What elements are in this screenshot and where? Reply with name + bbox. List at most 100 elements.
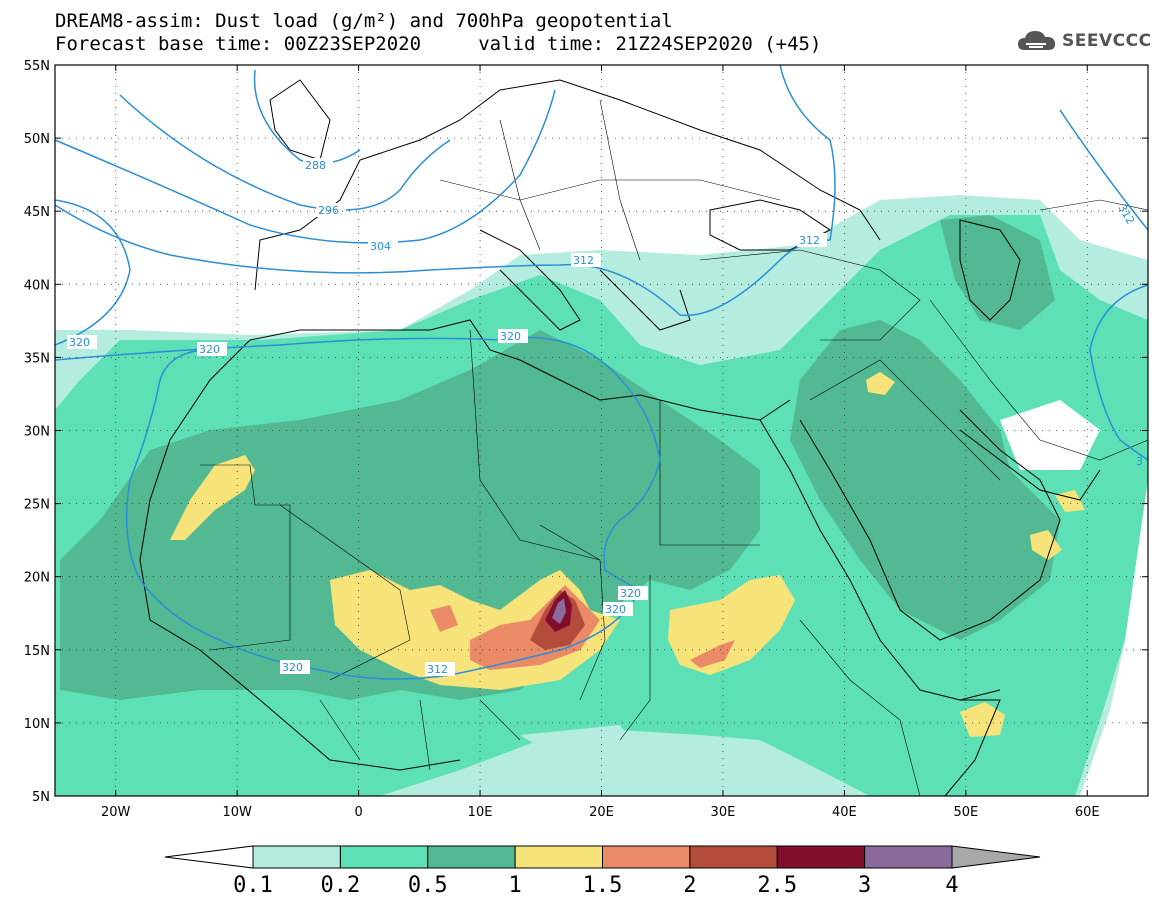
coast-red-sea <box>759 419 1001 701</box>
contour-label-box <box>603 602 633 616</box>
coast-north-africa <box>249 319 791 421</box>
lat-tick-label: 10N <box>24 717 50 732</box>
border-mauritania <box>200 464 291 651</box>
clear-patch-arabia <box>1000 400 1100 470</box>
cloud-logo-icon <box>1018 31 1056 50</box>
colorbar-segment <box>776 845 866 869</box>
coast-persian-gulf <box>959 429 1101 501</box>
dust-region-0.5-arabia <box>790 320 1060 640</box>
colorbar-level-label: 0.1 <box>233 873 273 898</box>
dust-region-1.5-west <box>430 605 458 632</box>
contour-label-296: 296 <box>318 204 339 217</box>
coast-caspian <box>959 219 1021 321</box>
contour-label-320-f: 320 <box>282 661 303 674</box>
border-niger-chad <box>539 524 606 701</box>
colorbar-segment <box>252 845 341 869</box>
lon-tick-label: 30E <box>711 805 736 820</box>
lon-tick-label: 60E <box>1075 805 1100 820</box>
dust-region-1.5-sudan <box>690 640 735 668</box>
coast-europe <box>254 79 881 291</box>
coast-greece <box>599 269 691 331</box>
border-mali-niger <box>279 504 411 681</box>
contour-288 <box>253 69 361 165</box>
lat-tick-label: 5N <box>32 790 50 805</box>
border-saudi-iraq <box>809 359 1001 481</box>
lon-tick-label: 20E <box>589 805 614 820</box>
seevccc-logo: SEEVCCC <box>1016 28 1152 54</box>
colorbar-level-label: 4 <box>945 873 958 898</box>
contour-label-312-a: 312 <box>573 254 594 267</box>
contour-label-320-a: 320 <box>69 336 90 349</box>
contour-label-320-g: 312 <box>427 663 448 676</box>
colorbar-under-triangle <box>164 845 254 869</box>
dust-region-1-somalia <box>960 702 1005 737</box>
lat-tick-label: 15N <box>24 644 50 659</box>
contour-312 <box>55 65 836 317</box>
contour-label-box <box>368 239 398 253</box>
colorbar-segment <box>339 845 429 869</box>
coast-horn-africa <box>944 699 1001 796</box>
dust-region-1-oman <box>1030 530 1062 560</box>
border-kazakh <box>1039 199 1148 211</box>
lat-tick-label: 55N <box>24 59 50 74</box>
clear-patch-central-africa <box>520 725 640 760</box>
border-algeria-libya <box>469 329 601 561</box>
lat-tick-label: 40N <box>24 278 50 293</box>
coast-west-africa <box>139 339 461 771</box>
contour-label-box <box>498 329 528 343</box>
border-europe-2 <box>499 119 541 251</box>
colorbar-segment <box>689 845 778 869</box>
map-title: DREAM8-assim: Dust load (g/m²) and 700hP… <box>55 10 673 32</box>
grid-lines <box>55 65 1148 796</box>
lat-tick-label: 35N <box>24 351 50 366</box>
lat-tick-label: 50N <box>24 132 50 147</box>
latitude-axis: 55N 50N 45N 40N 35N 30N 25N 20N 15N 10N 5N <box>24 59 1148 805</box>
contour-label-box <box>280 660 310 674</box>
contour-label-3: 3 <box>1136 455 1143 468</box>
border-europe-3 <box>599 99 641 261</box>
colorbar-segment <box>864 845 953 869</box>
contour-label-box <box>67 335 97 349</box>
colorbar-level-label: 1.5 <box>583 873 623 898</box>
border-turkey <box>699 249 921 341</box>
lon-tick-label: 10E <box>468 805 493 820</box>
dust-region-1-iraq <box>866 372 895 395</box>
lat-tick-label: 30N <box>24 425 50 440</box>
border-chad-sudan <box>619 575 651 741</box>
colorbar-level-label: 2.5 <box>757 873 797 898</box>
colorbar-level-label: 0.2 <box>321 873 361 898</box>
contour-label-box <box>425 662 455 676</box>
lon-tick-label: 20W <box>101 805 131 820</box>
contour-label-box <box>316 203 346 217</box>
dust-region-1-morocco <box>170 455 255 540</box>
colorbar-segment <box>427 845 516 869</box>
contour-312-east2 <box>1089 284 1148 461</box>
contour-label-box <box>571 253 601 267</box>
colorbar-level-label: 2 <box>683 873 696 898</box>
border-west-africa <box>319 699 521 771</box>
lon-tick-label: 10W <box>222 805 252 820</box>
colorbar-level-label: 0.5 <box>408 873 448 898</box>
colorbar: 0.1 0.2 0.5 1 1.5 2 2.5 3 4 <box>164 845 1041 898</box>
lat-tick-label: 25N <box>24 498 50 513</box>
border-egypt-libya <box>659 400 760 546</box>
map-plot-area: 288 296 304 312 312 312 320 320 320 320 … <box>55 65 1148 796</box>
contour-label-box <box>303 158 333 172</box>
contour-label-box <box>797 233 827 247</box>
contour-320-main <box>55 336 661 680</box>
contour-label-320-b: 320 <box>199 343 220 356</box>
colorbar-segment <box>602 845 691 869</box>
contour-label-320-d: 320 <box>620 587 641 600</box>
coast-italy <box>479 229 581 331</box>
longitude-axis: 20W 10W 0 10E 20E 30E 40E 50E 60E <box>101 65 1100 820</box>
contour-label-320-e: 320 <box>605 603 626 616</box>
coast-arabia <box>799 409 1061 641</box>
dust-region-0.5-caspian <box>940 215 1055 330</box>
lon-tick-label: 50E <box>953 805 978 820</box>
colorbar-segment <box>514 845 603 869</box>
contour-label-box <box>618 586 648 600</box>
lon-tick-label: 40E <box>832 805 857 820</box>
contour-label-312-b: 312 <box>799 234 820 247</box>
contour-label-320-c: 320 <box>500 330 521 343</box>
